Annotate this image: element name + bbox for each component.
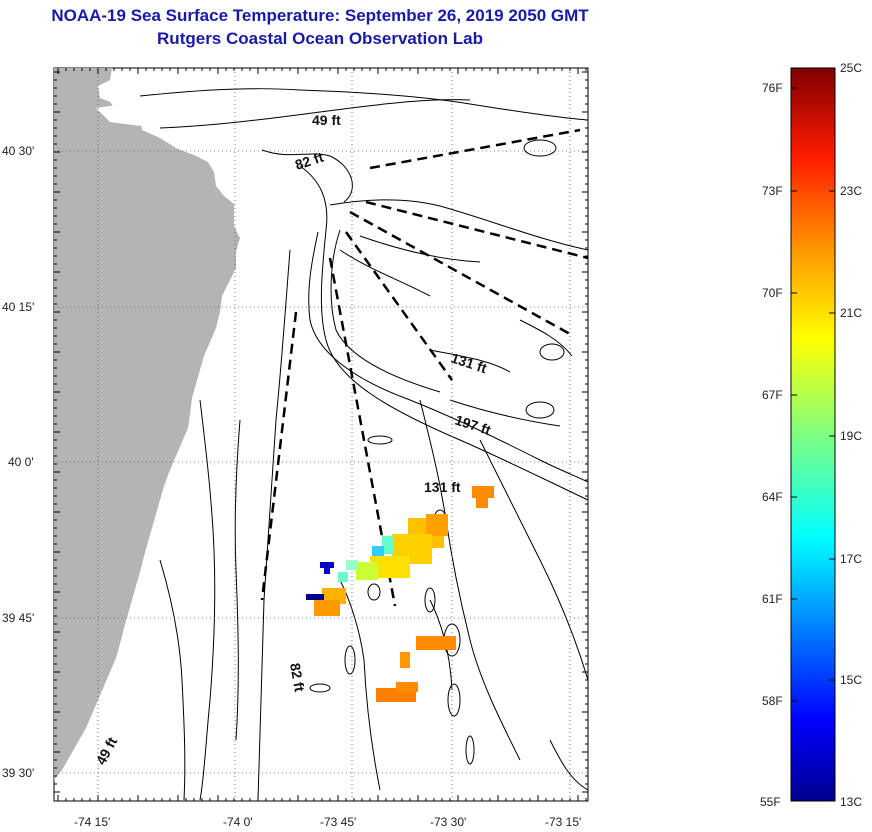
map-subtitle: Rutgers Coastal Ocean Observation Lab	[157, 29, 483, 48]
colorbar-f-label: 55F	[760, 795, 781, 809]
colorbar-c-label: 13C	[840, 795, 862, 809]
colorbar	[790, 67, 836, 802]
lat-label: 40 15'	[2, 300, 34, 314]
lon-label: -73 30'	[430, 815, 466, 829]
sst-pixels	[306, 486, 494, 702]
colorbar-f-label: 70F	[762, 286, 783, 300]
colorbar-c-label: 19C	[840, 429, 862, 443]
colorbar-fahrenheit-labels: 76F 73F 70F 67F 64F 61F 58F 55F	[760, 81, 783, 809]
lat-label: 40 0'	[8, 455, 34, 469]
colorbar-f-label: 76F	[762, 81, 783, 95]
colorbar-celsius-labels: 25C 23C 21C 19C 17C 15C 13C	[840, 61, 862, 809]
latitude-labels: 40 30' 40 15' 40 0' 39 45' 39 30'	[2, 144, 34, 780]
lat-label: 40 30'	[2, 144, 34, 158]
depth-label-49ft-north: 49 ft	[312, 112, 341, 128]
colorbar-f-label: 58F	[762, 694, 783, 708]
map-grid	[54, 68, 588, 801]
lat-label: 39 45'	[2, 611, 34, 625]
bay-water	[96, 104, 150, 126]
lon-label: -74 0'	[223, 815, 253, 829]
longitude-labels: -74 15' -74 0' -73 45' -73 30' -73 15'	[74, 815, 581, 829]
depth-label-82ft-south: 82 ft	[287, 662, 308, 693]
lat-label: 39 30'	[2, 766, 34, 780]
depth-labels: 49 ft 82 ft 131 ft 197 ft 131 ft 82 ft 4…	[93, 112, 494, 767]
depth-contours	[139, 88, 588, 801]
colorbar-f-label: 67F	[762, 388, 783, 402]
shoal-outlines	[309, 139, 565, 765]
map-title: NOAA-19 Sea Surface Temperature: Septemb…	[51, 6, 589, 25]
colorbar-c-label: 25C	[840, 61, 862, 75]
colorbar-c-label: 23C	[840, 184, 862, 198]
lon-label: -73 15'	[545, 815, 581, 829]
colorbar-ticks	[791, 87, 835, 702]
colorbar-f-label: 61F	[762, 592, 783, 606]
colorbar-f-label: 73F	[762, 184, 783, 198]
colorbar-c-label: 15C	[840, 673, 862, 687]
lon-label: -73 45'	[320, 815, 356, 829]
frame-ticks	[54, 68, 588, 801]
depth-label-131ft-south: 131 ft	[424, 479, 461, 495]
colorbar-c-label: 17C	[840, 552, 862, 566]
land-mass	[54, 68, 240, 780]
colorbar-c-label: 21C	[840, 306, 862, 320]
colorbar-f-label: 64F	[762, 490, 783, 504]
lon-label: -74 15'	[74, 815, 110, 829]
